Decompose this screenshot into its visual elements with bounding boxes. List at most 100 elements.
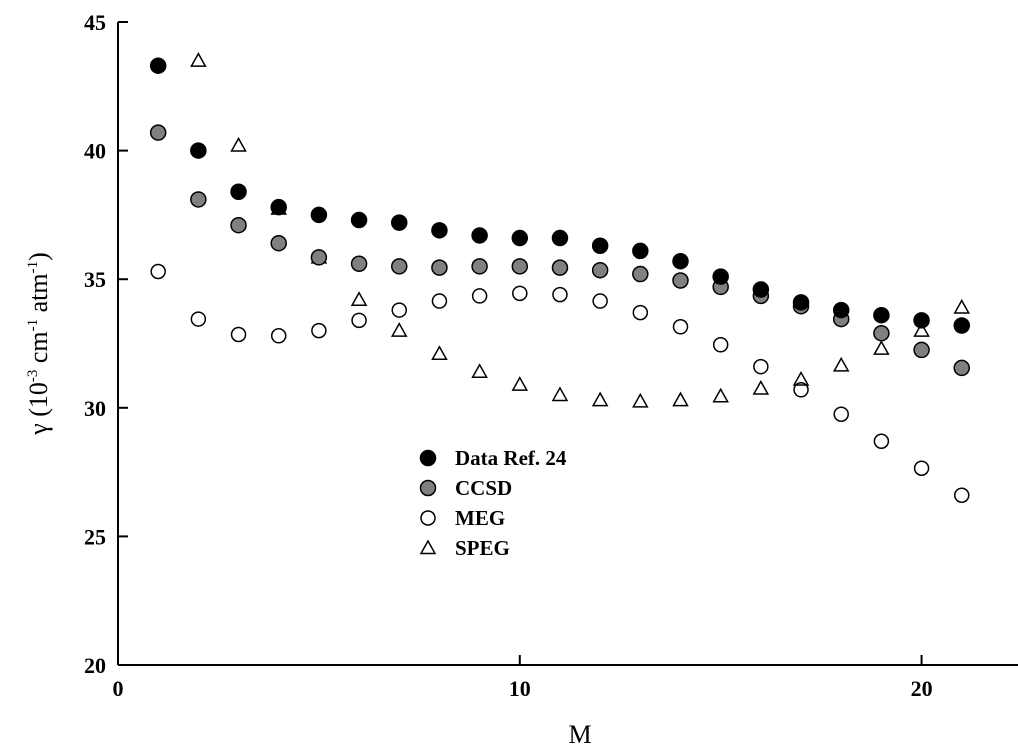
data-point	[752, 281, 770, 298]
data-point	[190, 191, 207, 208]
data-point	[391, 258, 408, 275]
y-axis-title-end: )	[24, 252, 53, 261]
data-point	[591, 391, 609, 407]
data-point	[953, 317, 970, 334]
data-point	[390, 322, 408, 337]
data-point	[230, 183, 247, 201]
data-point	[793, 382, 809, 398]
data-point	[190, 311, 207, 327]
legend-marker	[419, 449, 437, 467]
data-point	[551, 259, 569, 276]
data-point	[632, 242, 649, 260]
data-point	[311, 322, 327, 339]
data-point	[832, 356, 850, 372]
data-point	[913, 322, 930, 337]
data-point	[913, 312, 930, 329]
data-point	[592, 293, 608, 309]
legend-item: SPEG	[419, 536, 510, 560]
data-point	[310, 249, 328, 266]
data-point	[591, 237, 609, 255]
data-point	[712, 268, 729, 285]
series-data-ref-24	[149, 57, 970, 334]
data-point	[350, 255, 368, 273]
data-point	[149, 57, 167, 74]
data-point	[270, 234, 287, 252]
data-point	[913, 341, 930, 359]
data-point	[350, 211, 368, 229]
data-point	[712, 337, 729, 353]
y-tick-label: 20	[84, 653, 106, 678]
data-point	[511, 376, 529, 391]
y-axis-title-base: γ (10	[24, 382, 53, 436]
data-point	[953, 298, 971, 314]
data-point	[150, 263, 166, 280]
data-point	[632, 392, 649, 408]
data-point	[632, 304, 649, 321]
data-point	[190, 142, 207, 159]
legend-item: MEG	[420, 506, 505, 530]
data-point	[471, 288, 488, 304]
data-point	[672, 272, 689, 289]
data-point	[873, 340, 890, 355]
y-axis-title-exp1: -3	[25, 370, 41, 383]
data-point	[391, 214, 408, 231]
y-tick-label: 30	[84, 396, 106, 421]
x-axis-title: M	[568, 720, 591, 749]
data-point	[672, 319, 689, 335]
y-tick-label: 40	[84, 139, 106, 164]
data-point	[591, 261, 609, 279]
data-marks	[149, 52, 971, 503]
data-point	[230, 216, 247, 234]
data-point	[953, 359, 970, 377]
y-axis-title: γ (10-3 cm-1 atm-1)	[24, 252, 53, 436]
data-point	[672, 252, 689, 270]
y-tick-label: 25	[84, 524, 106, 549]
data-point	[873, 433, 890, 449]
data-point	[391, 302, 407, 318]
legend-marker	[419, 479, 437, 497]
data-point	[792, 370, 810, 386]
tick-marks	[117, 21, 923, 666]
data-point	[431, 222, 448, 239]
data-point	[873, 306, 890, 324]
data-point	[471, 363, 488, 379]
data-point	[431, 293, 448, 309]
legend-item: Data Ref. 24	[419, 446, 567, 470]
data-point	[672, 391, 689, 407]
y-axis-title-mid1: cm	[24, 331, 53, 369]
data-point	[792, 294, 810, 311]
data-point	[913, 460, 930, 476]
y-axis-title-exp3: -1	[25, 261, 41, 274]
tick-labels: 20 25 30 35 40 45 0 10 20	[84, 10, 933, 701]
y-tick-label: 35	[84, 267, 106, 292]
data-point	[351, 312, 367, 329]
legend-label: Data Ref. 24	[455, 446, 567, 470]
data-point	[632, 265, 649, 283]
data-point	[431, 345, 448, 361]
legend-marker	[419, 539, 437, 555]
data-point	[511, 229, 529, 247]
x-tick-label: 0	[113, 676, 124, 701]
data-point	[471, 227, 488, 244]
data-point	[551, 386, 569, 402]
data-point	[873, 324, 890, 342]
data-point	[833, 406, 849, 422]
axes	[117, 22, 1018, 666]
series-speg	[190, 52, 971, 408]
data-point	[350, 291, 368, 307]
data-point	[511, 258, 529, 275]
data-point	[552, 286, 568, 303]
legend-label: CCSD	[455, 476, 512, 500]
data-point	[310, 206, 328, 224]
data-point	[471, 258, 488, 275]
data-point	[832, 301, 850, 319]
legend-item: CCSD	[419, 476, 512, 500]
legend: Data Ref. 24 CCSD MEG SPEG	[419, 446, 567, 560]
data-point	[551, 229, 569, 247]
data-point	[512, 285, 528, 302]
data-point	[954, 487, 970, 503]
legend-label: MEG	[455, 506, 505, 530]
y-axis-title-exp2: -1	[25, 319, 41, 332]
x-tick-label: 20	[911, 676, 933, 701]
